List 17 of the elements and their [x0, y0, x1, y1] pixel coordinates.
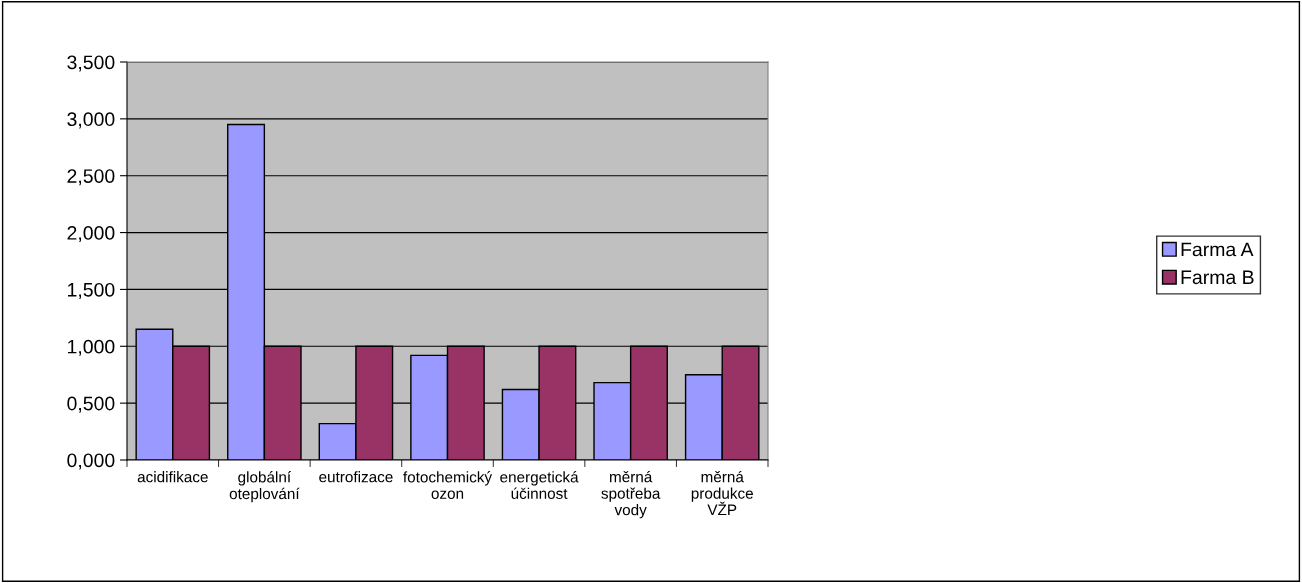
- x-tick-label: globální oteplování: [229, 471, 300, 503]
- x-tick-label: energetická účinnost: [500, 471, 579, 499]
- x-tick-label: měrná spotřeba vody: [601, 470, 661, 519]
- y-tick-label: 3,500: [67, 55, 115, 72]
- x-tick-label: měrná produkce VŽP: [691, 470, 753, 516]
- y-tick-label: 1,000: [68, 339, 115, 356]
- y-tick-label: 0,000: [67, 453, 115, 470]
- y-tick-label: 3,000: [67, 112, 115, 129]
- y-tick-label: 2,500: [67, 169, 115, 186]
- x-tick-label: acidifikace: [137, 471, 208, 483]
- legend-label: Farma B: [1181, 270, 1254, 285]
- y-tick-label: 0,500: [67, 396, 115, 413]
- legend-label: Farma A: [1181, 242, 1254, 257]
- x-tick-label: eutrofizace: [319, 471, 393, 483]
- y-tick-label: 2,000: [67, 226, 115, 243]
- y-tick-label: 1,500: [68, 282, 115, 299]
- x-tick-label: fotochemický ozon: [403, 471, 493, 499]
